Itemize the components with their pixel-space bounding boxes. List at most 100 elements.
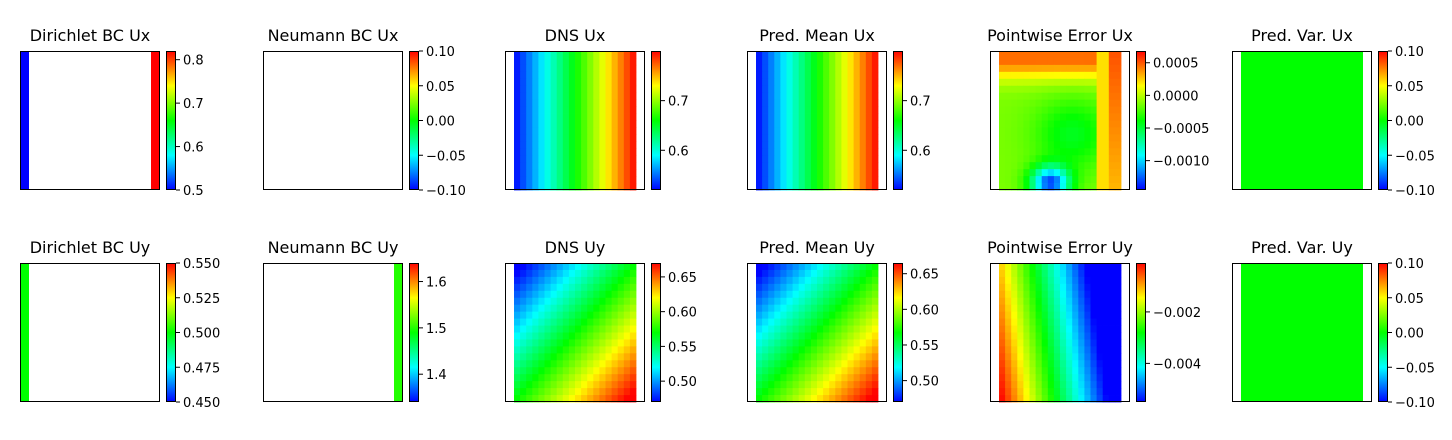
heatmap-cell bbox=[847, 388, 854, 396]
heatmap-cell bbox=[581, 162, 588, 170]
heatmap-cell bbox=[617, 64, 625, 73]
heatmap-cell bbox=[792, 346, 800, 354]
heatmap-cell bbox=[1029, 64, 1036, 73]
heatmap-cell bbox=[798, 304, 806, 313]
heatmap-cell bbox=[593, 276, 600, 285]
heatmap-cell bbox=[817, 311, 824, 319]
heatmap-cell bbox=[1011, 99, 1018, 107]
heatmap-cell bbox=[562, 367, 570, 375]
heatmap-cell bbox=[1066, 120, 1073, 128]
heatmap-cell bbox=[792, 290, 800, 299]
heatmap-cell bbox=[810, 290, 818, 299]
heatmap-cell bbox=[847, 120, 854, 128]
heatmap-cell bbox=[1090, 120, 1097, 128]
heatmap-cell bbox=[1017, 78, 1024, 87]
heatmap-cell bbox=[556, 269, 564, 278]
heatmap-cell bbox=[605, 148, 612, 156]
heatmap-cell bbox=[810, 283, 818, 292]
heatmap-cell bbox=[774, 360, 781, 368]
heatmap-cell bbox=[1114, 304, 1122, 313]
heatmap-cell bbox=[1084, 263, 1091, 271]
heatmap-cell bbox=[514, 290, 521, 299]
heatmap-cell bbox=[575, 290, 582, 299]
heatmap-cell bbox=[841, 276, 848, 285]
heatmap-cell bbox=[526, 78, 533, 87]
heatmap-cell bbox=[1017, 304, 1024, 313]
heatmap-cell bbox=[865, 78, 873, 87]
heatmap-cell bbox=[835, 113, 842, 121]
heatmap-cell bbox=[780, 269, 787, 278]
heatmap-cell bbox=[514, 155, 521, 163]
heatmap-cell bbox=[575, 269, 582, 278]
heatmap-cell bbox=[1053, 263, 1061, 271]
heatmap-cell bbox=[1060, 162, 1067, 170]
heatmap-cell bbox=[562, 283, 570, 292]
heatmap-cell bbox=[1102, 276, 1110, 285]
heatmap-cell bbox=[804, 353, 812, 361]
heatmap-cell bbox=[1102, 64, 1110, 73]
heatmap-cell bbox=[841, 169, 848, 177]
heatmap-cell bbox=[568, 346, 576, 354]
heatmap-cell bbox=[599, 304, 606, 313]
heatmap-cell bbox=[520, 339, 527, 347]
heatmap-cell bbox=[617, 332, 625, 340]
heatmap-cell bbox=[865, 263, 873, 271]
heatmap-cell bbox=[1072, 113, 1079, 121]
heatmap-cell bbox=[823, 106, 830, 114]
heatmap-cell bbox=[599, 127, 606, 135]
heatmap-cell bbox=[575, 325, 582, 333]
heatmap-cell bbox=[756, 276, 763, 285]
heatmap-cell bbox=[1005, 78, 1012, 87]
heatmap-cell bbox=[841, 339, 848, 347]
heatmap-cell bbox=[774, 64, 781, 73]
heatmap-cell bbox=[871, 127, 879, 135]
heatmap-cell bbox=[1060, 176, 1067, 184]
heatmap-cell bbox=[568, 57, 576, 66]
heatmap-cell bbox=[1011, 332, 1018, 340]
heatmap-cell bbox=[871, 353, 879, 361]
heatmap-cell bbox=[774, 332, 781, 340]
heatmap-cell bbox=[1053, 276, 1061, 285]
heatmap-cell bbox=[575, 169, 582, 177]
heatmap-cell bbox=[865, 113, 873, 121]
heatmap-cell bbox=[556, 78, 564, 87]
heatmap-cell bbox=[575, 367, 582, 375]
heatmap-cell bbox=[575, 332, 582, 340]
heatmap-cell bbox=[847, 283, 854, 292]
heatmap-cell bbox=[1084, 183, 1091, 191]
heatmap-cell bbox=[841, 297, 848, 306]
colorbar-tick-label: 0.0005 bbox=[1153, 57, 1199, 72]
heatmap-cell bbox=[823, 113, 830, 121]
heatmap-cell bbox=[999, 113, 1006, 121]
heatmap-cell bbox=[853, 141, 861, 149]
heatmap-cell bbox=[520, 127, 527, 135]
heatmap-cell bbox=[1017, 290, 1024, 299]
heatmap-cell bbox=[538, 57, 545, 66]
heatmap-cell bbox=[774, 169, 781, 177]
heatmap-cell bbox=[768, 106, 775, 114]
heatmap-cell bbox=[817, 304, 824, 313]
heatmap-cell bbox=[1023, 169, 1030, 177]
heatmap-cell bbox=[1035, 332, 1043, 340]
heatmap-cell bbox=[817, 141, 824, 149]
heatmap-cell bbox=[1108, 148, 1116, 156]
heatmap-cell bbox=[1029, 134, 1036, 142]
heatmap-cell bbox=[623, 269, 631, 278]
heatmap-cell bbox=[587, 64, 594, 73]
heatmap-cell bbox=[810, 99, 818, 107]
heatmap-cell bbox=[605, 141, 612, 149]
heatmap-cell bbox=[792, 106, 800, 114]
heatmap-cell bbox=[568, 51, 576, 59]
heatmap-cell bbox=[550, 283, 558, 292]
heatmap-cell bbox=[581, 78, 588, 87]
heatmap-cell bbox=[829, 127, 836, 135]
heatmap-cell bbox=[1072, 85, 1079, 94]
heatmap-cell bbox=[798, 276, 806, 285]
heatmap-cell bbox=[575, 120, 582, 128]
heatmap-cell bbox=[1066, 148, 1073, 156]
heatmap-cell bbox=[1005, 134, 1012, 142]
heatmap-cell bbox=[629, 183, 637, 191]
heatmap-cell bbox=[780, 64, 787, 73]
heatmap-cell bbox=[871, 395, 879, 403]
heatmap-cell bbox=[532, 290, 539, 299]
